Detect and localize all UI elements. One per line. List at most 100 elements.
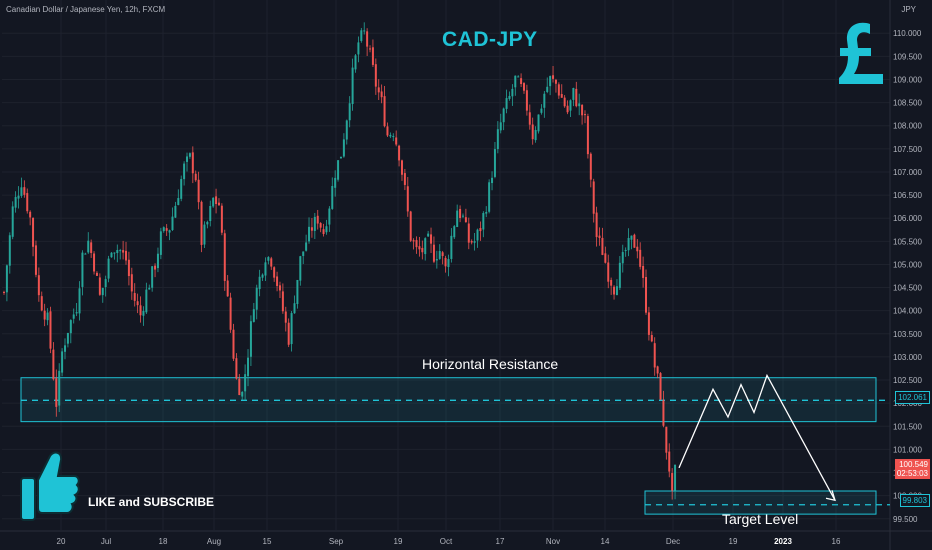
candle <box>14 196 17 208</box>
candle <box>621 252 624 264</box>
x-tick-label: 19 <box>394 537 403 546</box>
candle <box>122 250 125 253</box>
candle <box>438 251 441 259</box>
candle <box>49 311 52 349</box>
candle <box>84 253 87 255</box>
x-tick-label: Sep <box>329 537 344 546</box>
candle <box>270 258 273 267</box>
candle <box>299 256 302 281</box>
candle <box>656 366 659 374</box>
pound-icon <box>839 22 883 84</box>
candle <box>110 252 113 258</box>
candle <box>58 370 61 406</box>
candle <box>75 312 78 314</box>
candle <box>186 156 189 162</box>
candle <box>398 145 401 161</box>
candle <box>127 259 130 277</box>
candle <box>412 240 415 242</box>
candle <box>607 262 610 282</box>
candle <box>624 249 627 251</box>
candle <box>627 237 630 251</box>
countdown-timer: 02:53:03 <box>896 469 928 478</box>
candle <box>351 67 354 105</box>
candle <box>5 265 8 293</box>
candle <box>90 242 93 253</box>
candle <box>23 187 26 195</box>
time-axis[interactable]: 20 Jul 18 Aug 15 Sep 19 Oct 17 Nov 14 Dec 19 2023 16 <box>0 530 932 546</box>
x-tick-label: 17 <box>496 537 505 546</box>
candle <box>61 351 64 373</box>
candle <box>389 134 392 137</box>
candle <box>543 93 546 108</box>
y-tick-label: 109.000 <box>893 75 922 84</box>
candle <box>244 374 247 392</box>
y-tick-label: 103.500 <box>893 330 922 339</box>
candle <box>319 223 322 228</box>
candle <box>339 156 342 159</box>
y-tick-label: 99.500 <box>893 515 918 524</box>
candle <box>168 230 171 233</box>
symbol-info[interactable]: Canadian Dollar / Japanese Yen, 12h, FXC… <box>6 5 166 14</box>
current-price-tag: 100.549 02:53:03 <box>894 459 930 479</box>
candle <box>613 286 616 295</box>
candle <box>403 173 406 185</box>
y-tick-label: 110.000 <box>893 29 922 38</box>
candle <box>447 259 450 268</box>
x-tick-label: 18 <box>159 537 168 546</box>
candle <box>95 272 98 276</box>
candle <box>197 179 200 203</box>
candle <box>203 224 206 245</box>
candle <box>560 94 563 98</box>
candle <box>37 275 40 296</box>
x-tick-label: 14 <box>601 537 610 546</box>
candle <box>473 241 476 243</box>
target-price-tag: 99.803 <box>899 494 930 507</box>
candle <box>334 177 337 188</box>
candle <box>406 186 409 212</box>
y-tick-label: 105.000 <box>893 260 922 269</box>
y-tick-label: 107.500 <box>893 145 922 154</box>
candle <box>261 274 264 278</box>
candle <box>107 258 110 279</box>
candle <box>209 205 212 222</box>
candle <box>136 301 139 306</box>
candle <box>125 250 128 261</box>
candle <box>66 332 69 344</box>
candle <box>491 177 494 184</box>
candle <box>287 322 290 345</box>
projection-line <box>678 373 836 501</box>
candle <box>133 293 136 301</box>
candle <box>148 287 151 290</box>
candle <box>17 195 20 199</box>
candle <box>653 343 656 368</box>
candle <box>40 296 43 311</box>
y-tick-label: 105.500 <box>893 237 922 246</box>
candle <box>639 249 642 267</box>
y-tick-label: 104.000 <box>893 307 922 316</box>
candle <box>113 252 116 254</box>
candle <box>337 160 340 180</box>
price-axis[interactable]: 110.000 109.500 109.000 108.500 108.000 107.5… <box>889 0 922 550</box>
candle <box>156 253 159 269</box>
candle <box>537 114 540 132</box>
candle <box>610 279 613 286</box>
candle <box>647 312 650 335</box>
candle <box>584 114 586 116</box>
candle <box>618 262 621 288</box>
candle <box>252 309 255 322</box>
candle <box>194 173 197 181</box>
candle <box>479 228 482 232</box>
y-tick-label: 101.500 <box>893 422 922 431</box>
candle <box>444 257 447 267</box>
candle <box>171 216 174 230</box>
candle <box>569 100 572 111</box>
candle <box>630 235 633 240</box>
x-tick-label: 20 <box>57 537 66 546</box>
x-tick-label: Jul <box>101 537 111 546</box>
candle <box>665 426 668 453</box>
zone-box <box>20 377 877 423</box>
candle <box>43 310 46 320</box>
candle <box>232 329 235 359</box>
candle <box>598 235 601 238</box>
